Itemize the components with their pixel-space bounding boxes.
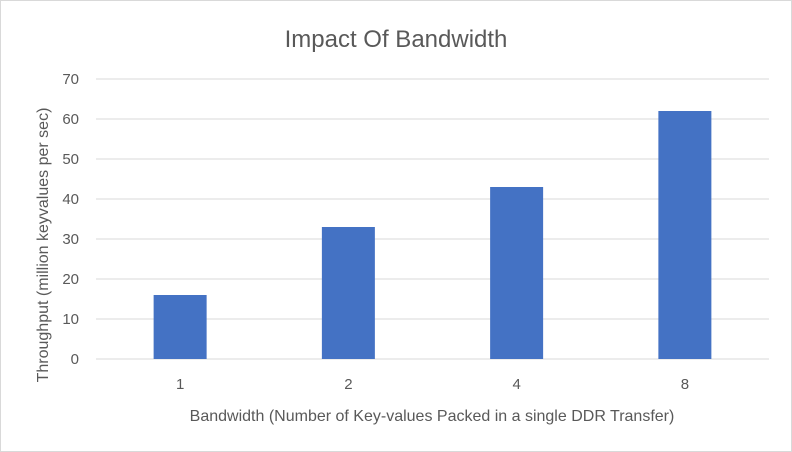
x-tick-label: 1 (176, 376, 184, 393)
y-tick-label: 30 (62, 231, 79, 248)
chart-title: Impact Of Bandwidth (285, 26, 508, 53)
bar-1 (153, 295, 207, 359)
y-tick-label: 60 (62, 111, 79, 128)
x-tick-label: 2 (344, 376, 352, 393)
y-tick-labels: 0 10 20 30 40 50 60 70 (62, 71, 79, 368)
y-tick-label: 0 (71, 351, 79, 368)
x-axis-title: Bandwidth (Number of Key-values Packed i… (190, 408, 675, 425)
y-tick-label: 10 (62, 311, 79, 328)
bar-8 (658, 111, 712, 359)
gridlines (96, 78, 769, 360)
y-tick-label: 70 (62, 71, 79, 88)
bars (153, 111, 712, 359)
y-axis-title: Throughput (million keyvalues per sec) (35, 108, 52, 383)
bar-2 (321, 227, 375, 359)
y-tick-label: 40 (62, 191, 79, 208)
y-tick-label: 20 (62, 271, 79, 288)
bar-4 (490, 187, 544, 359)
x-tick-label: 4 (512, 376, 520, 393)
y-tick-label: 50 (62, 151, 79, 168)
x-tick-label: 8 (681, 376, 689, 393)
x-tick-labels: 1 2 4 8 (176, 376, 689, 393)
